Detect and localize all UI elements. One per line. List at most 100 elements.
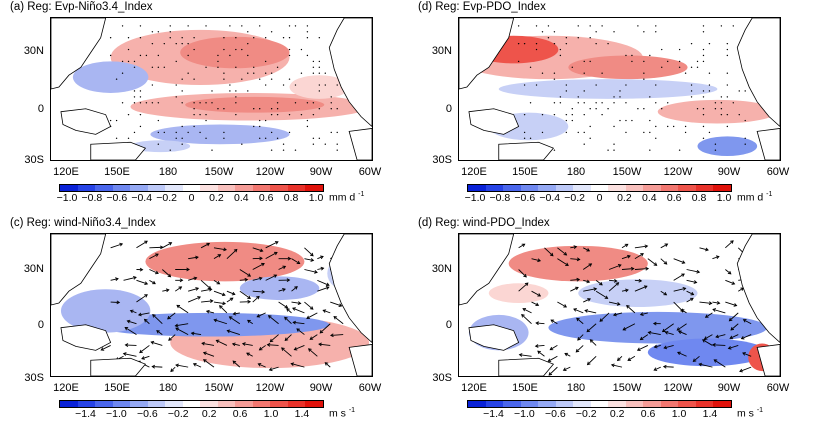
landmass xyxy=(348,128,372,160)
significance-dot xyxy=(217,108,219,110)
significance-dot xyxy=(175,84,177,86)
significance-dot xyxy=(613,96,615,98)
wind-vector xyxy=(156,330,163,335)
significance-dot xyxy=(139,125,142,128)
significance-dot xyxy=(655,137,657,139)
panel-title: (c) Reg: wind-Niño3.4_Index xyxy=(10,217,156,229)
significance-dot xyxy=(211,149,213,151)
significance-dot xyxy=(259,25,261,27)
significance-dot xyxy=(288,37,291,39)
significance-dot xyxy=(702,54,705,57)
significance-dot xyxy=(690,96,693,98)
significance-dot xyxy=(330,108,332,110)
significance-dot xyxy=(649,149,651,151)
wind-vector xyxy=(582,263,593,270)
wind-vector xyxy=(317,279,330,287)
colorbar-tick: 0.4 xyxy=(641,192,657,204)
landmass xyxy=(60,324,112,351)
significance-dot xyxy=(247,31,249,33)
wind-vector xyxy=(232,360,241,368)
wind-vector xyxy=(686,297,694,303)
significance-dot xyxy=(151,31,154,33)
significance-dot xyxy=(619,90,621,92)
significance-dot xyxy=(199,102,201,104)
significance-dot xyxy=(157,102,160,104)
wind-vector xyxy=(149,245,164,250)
wind-vector xyxy=(110,277,119,282)
significance-dot xyxy=(276,113,279,116)
significance-dot xyxy=(217,66,219,68)
significance-dot xyxy=(690,90,693,92)
significance-dot xyxy=(115,78,118,80)
colorbar-segment xyxy=(77,185,96,191)
wind-vector xyxy=(673,273,685,281)
colorbar-tick: −0.2 xyxy=(564,192,585,204)
wind-vector xyxy=(202,351,215,357)
colorbar-tick-labels: −1.4 −1.0 −0.6 −0.2 0.2 0.6 1.0 1.4 xyxy=(59,408,324,420)
significance-dot xyxy=(157,66,160,68)
landmass xyxy=(756,128,780,160)
wind-vector xyxy=(676,323,687,331)
wind-vector xyxy=(150,340,163,346)
wind-vector xyxy=(564,352,571,357)
wind-vector xyxy=(201,299,214,303)
significance-dot xyxy=(607,149,609,151)
wind-vector xyxy=(333,316,344,325)
wind-vector xyxy=(570,245,578,249)
significance-dot xyxy=(318,137,321,139)
colorbar-segment xyxy=(573,185,591,191)
significance-dot xyxy=(127,60,130,63)
significance-dot xyxy=(661,108,663,110)
significance-dot xyxy=(541,31,544,33)
significance-dot xyxy=(696,60,699,63)
significance-dot xyxy=(181,125,183,128)
lon-label: 90W xyxy=(309,166,333,178)
wind-vector xyxy=(292,320,305,325)
significance-dot xyxy=(595,102,597,104)
wind-vector xyxy=(167,312,176,320)
colorbar-tick: −0.4 xyxy=(539,192,561,204)
wind-vector xyxy=(521,313,532,325)
significance-dot xyxy=(565,90,568,92)
significance-dot xyxy=(288,48,291,51)
significance-dot xyxy=(127,48,130,51)
colorbar-segment xyxy=(538,401,556,407)
wind-vector xyxy=(278,265,287,270)
significance-dot xyxy=(714,149,717,151)
significance-dot xyxy=(738,113,740,116)
wind-vector xyxy=(627,355,636,361)
significance-dot xyxy=(139,37,142,39)
wind-vector xyxy=(188,276,198,281)
significance-dot xyxy=(157,131,160,134)
significance-dot xyxy=(133,96,136,98)
significance-dot xyxy=(270,108,273,110)
lon-label: 60W xyxy=(766,382,790,394)
colorbar-segment xyxy=(252,185,271,191)
map-wind-pdo: 2 xyxy=(458,233,781,377)
significance-dot xyxy=(336,84,338,86)
significance-dot xyxy=(187,54,189,57)
significance-dot xyxy=(169,37,171,39)
wind-vector xyxy=(239,269,252,277)
significance-dot xyxy=(259,108,261,110)
colorbar-tick: 1.0 xyxy=(671,408,687,420)
wind-vector xyxy=(231,342,240,347)
wind-vector xyxy=(284,334,292,342)
wind-vector xyxy=(239,290,251,299)
lon-axis: 120E 150E 180 150W 120W 90W 60W xyxy=(458,382,789,395)
colorbar-segment xyxy=(95,185,113,191)
significance-dot xyxy=(193,37,195,39)
significance-dot xyxy=(312,137,315,139)
wind-vector xyxy=(729,334,739,340)
significance-dot xyxy=(613,125,615,128)
wind-vector xyxy=(247,319,253,325)
significance-dot xyxy=(565,42,568,45)
colorbar-tick-labels: −1.0 −0.8 −0.6 −0.4 −0.2 0 0.2 0.4 0.6 0.8 1.0 xyxy=(465,192,732,204)
wind-vector xyxy=(192,362,202,368)
significance-dot xyxy=(607,42,609,45)
significance-dot xyxy=(139,90,142,92)
wind-vector xyxy=(296,328,305,335)
wind-vector xyxy=(562,366,571,371)
significance-dot xyxy=(139,96,142,98)
wind-vector xyxy=(174,323,189,328)
